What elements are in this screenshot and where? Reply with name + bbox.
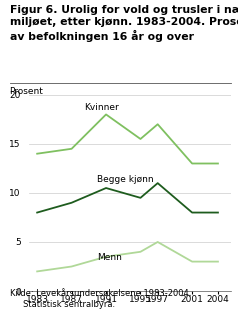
Text: Prosent: Prosent [10, 87, 43, 96]
Text: Begge kjønn: Begge kjønn [97, 175, 154, 184]
Text: Kvinner: Kvinner [84, 102, 119, 112]
Text: Kilde: Levekårsundersøkelsene 1983-2004,
     Statistisk sentralbyrå.: Kilde: Levekårsundersøkelsene 1983-2004,… [10, 288, 191, 309]
Text: Figur 6. Urolig for vold og trusler i nær-
miljøet, etter kjønn. 1983-2004. Pros: Figur 6. Urolig for vold og trusler i næ… [10, 5, 238, 43]
Text: Menn: Menn [97, 252, 122, 262]
